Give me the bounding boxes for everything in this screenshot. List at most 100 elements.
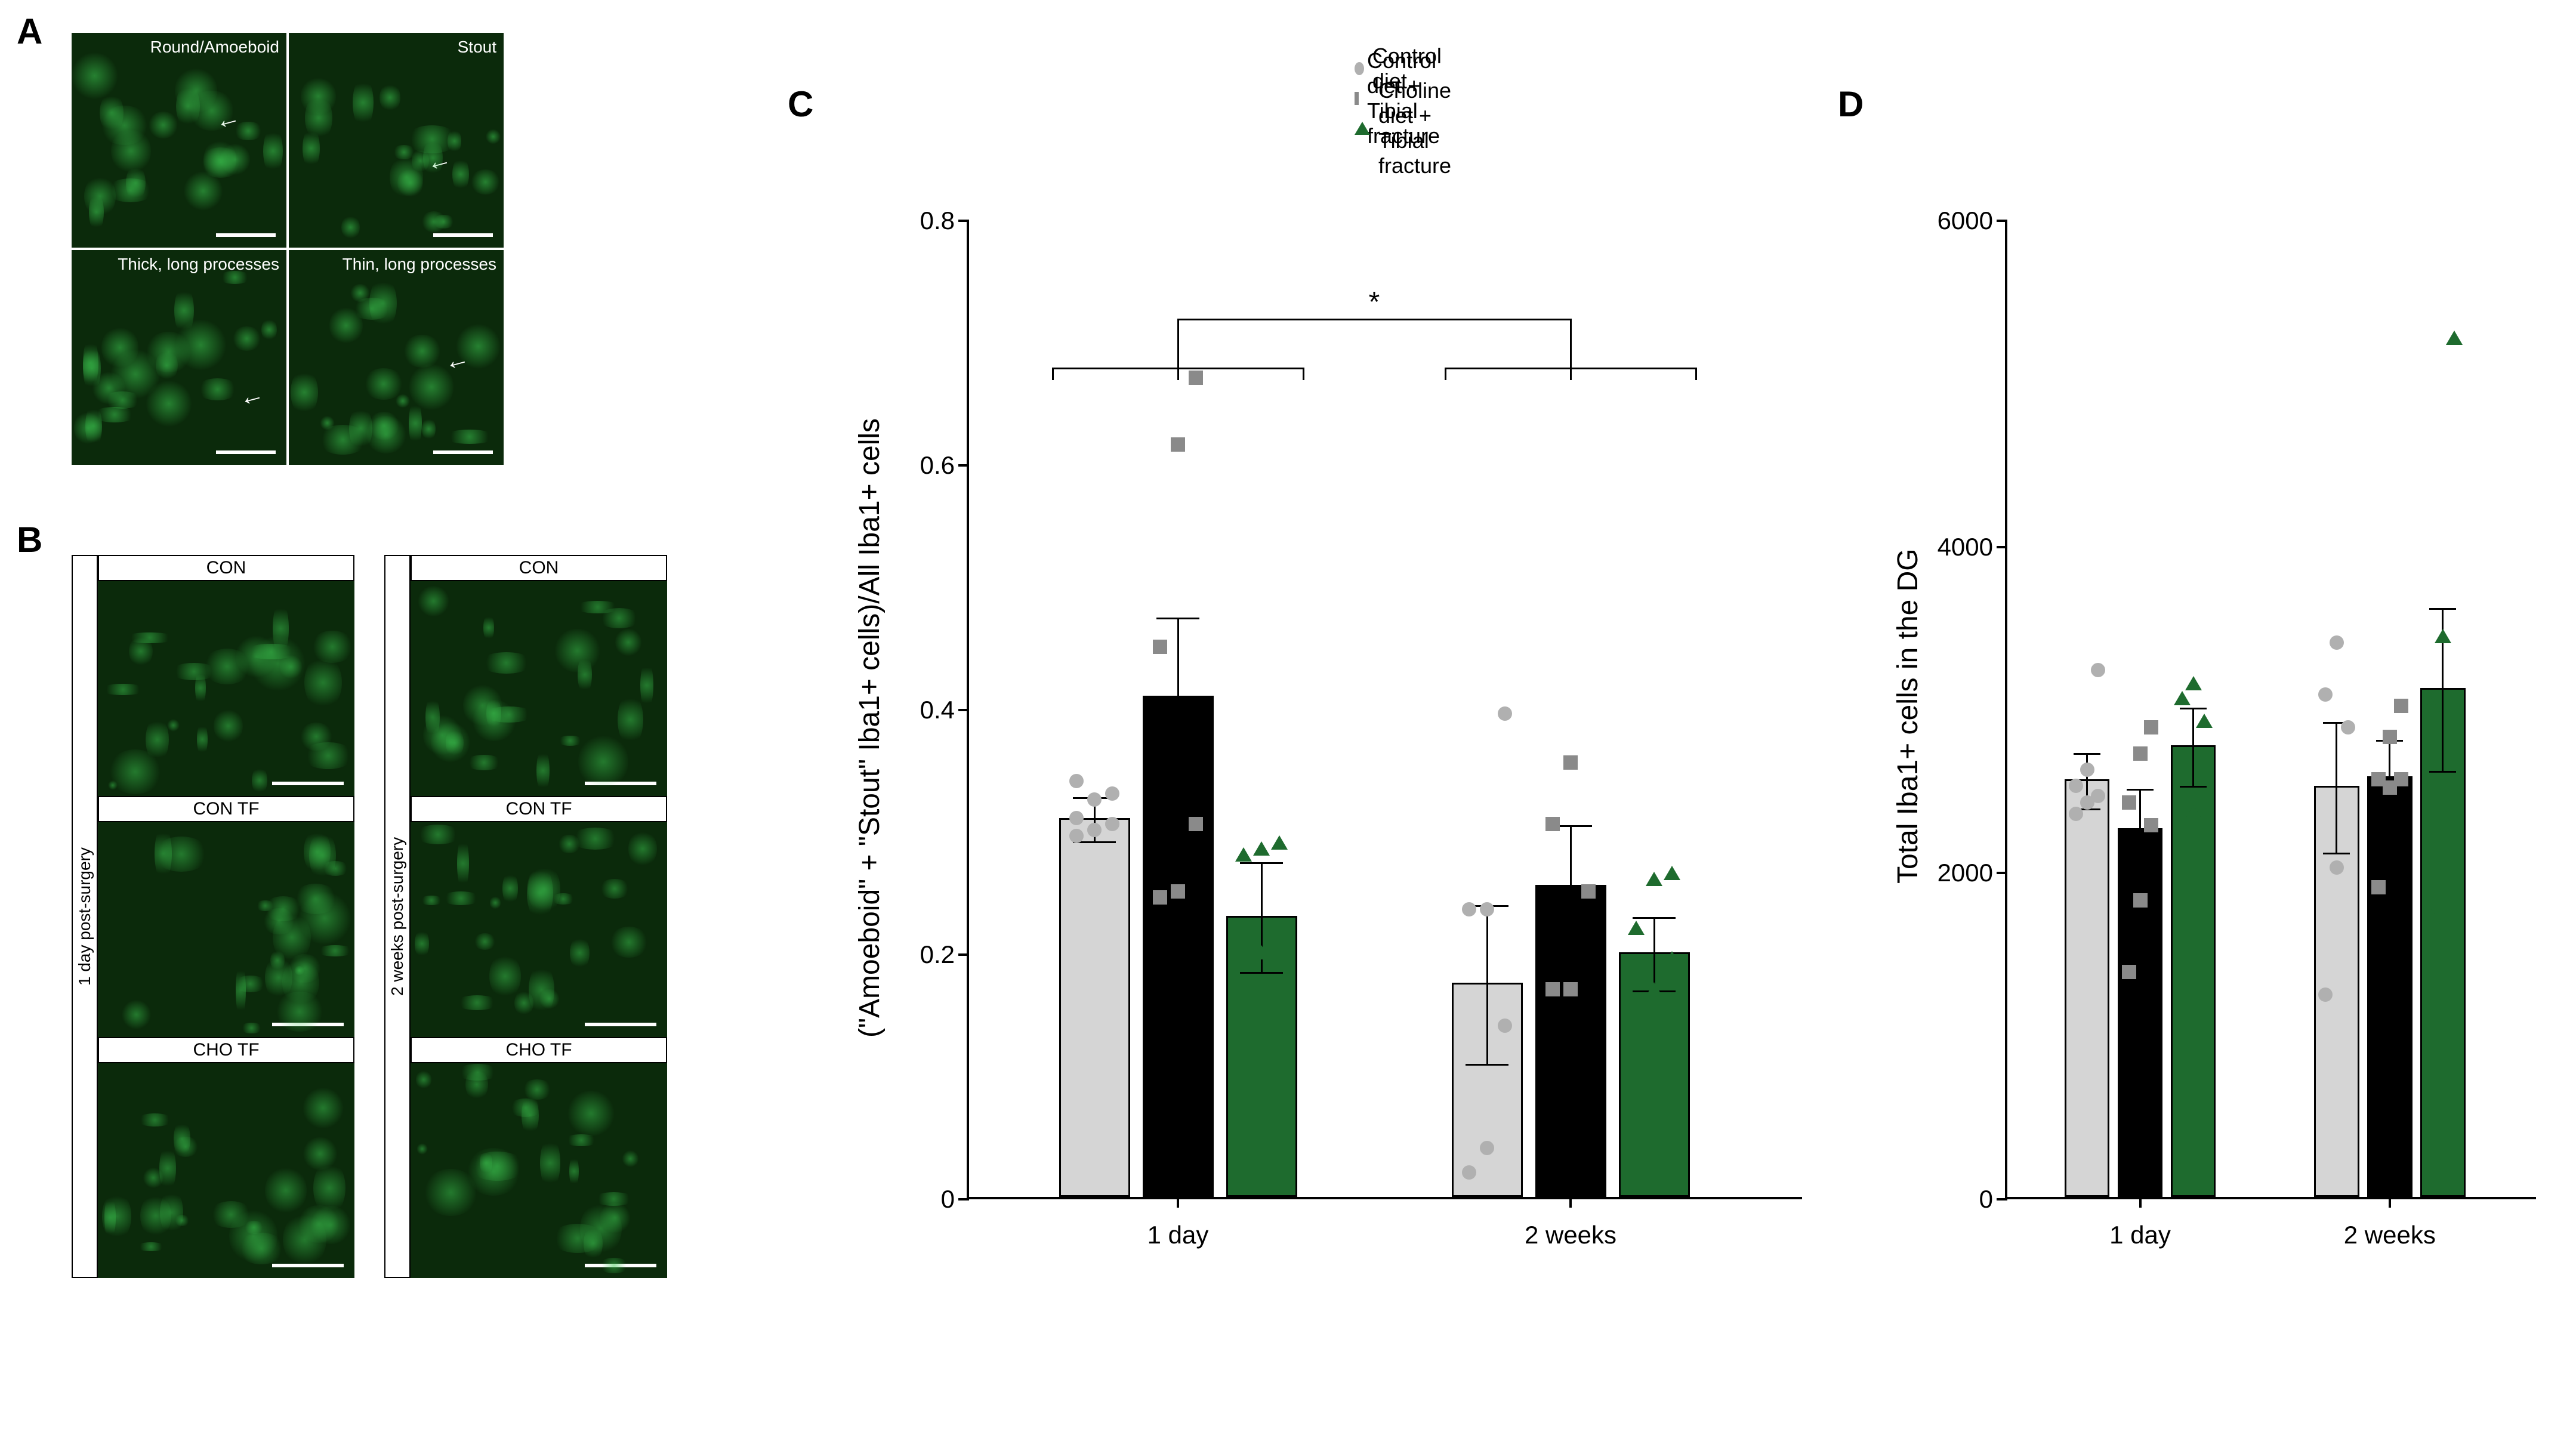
data-point	[2144, 818, 2158, 832]
data-point	[2122, 795, 2136, 810]
data-point	[2185, 805, 2202, 819]
data-point	[1069, 811, 1084, 825]
data-point	[2144, 720, 2158, 734]
data-point	[1498, 706, 1512, 721]
bar	[1059, 818, 1130, 1198]
panel-A-label: A	[17, 11, 42, 52]
data-point	[2174, 831, 2191, 845]
data-point	[1462, 1165, 1476, 1180]
microA-cell-0: Round/Amoeboid←	[72, 33, 286, 248]
microA-caption: Round/Amoeboid	[150, 38, 279, 57]
data-point	[1563, 755, 1578, 770]
data-point	[1545, 817, 1560, 831]
panel-B-micrographs: 1 day post-surgeryCONCON TFCHO TF2 weeks…	[72, 555, 667, 1278]
data-point	[1189, 817, 1203, 831]
y-tick-label: 0.6	[920, 451, 969, 480]
microA-cell-1: Stout←	[289, 33, 504, 248]
data-point	[1271, 835, 1288, 850]
data-point	[1646, 872, 1662, 886]
data-point	[1664, 951, 1680, 965]
y-axis-label: ("Amoeboid" + "Stout" Iba1+ cells)/All I…	[853, 221, 886, 1235]
data-point	[2423, 909, 2440, 924]
data-point	[2394, 699, 2408, 713]
data-point	[1646, 982, 1662, 996]
data-point	[1664, 866, 1680, 880]
data-point	[1563, 982, 1578, 996]
data-point	[2091, 789, 2105, 803]
scale-bar	[216, 233, 276, 237]
microA-caption: Thick, long processes	[118, 255, 279, 274]
microB-cell	[411, 1063, 667, 1278]
data-point	[1087, 792, 1102, 807]
panel-C-label: C	[788, 84, 813, 125]
bar	[2367, 776, 2413, 1197]
data-point	[2394, 772, 2408, 786]
scale-bar	[433, 450, 493, 454]
plot-area: 02000400060001 day2 weeks	[2005, 221, 2536, 1199]
data-point	[2318, 687, 2333, 702]
condition-label: CON TF	[98, 796, 354, 822]
data-point	[2341, 720, 2355, 734]
bar	[2118, 828, 2163, 1197]
condition-label: CON TF	[411, 796, 667, 822]
x-tick-label: 1 day	[2109, 1197, 2171, 1249]
data-point	[2446, 331, 2463, 345]
data-point	[2196, 714, 2213, 728]
y-tick-label: 0	[941, 1185, 969, 1214]
data-point	[1628, 921, 1645, 935]
data-point	[2185, 676, 2202, 690]
data-point	[2091, 663, 2105, 677]
significance-star: *	[1369, 286, 1380, 319]
data-point	[2423, 698, 2440, 712]
plot-area: 00.20.40.60.81 day2 weeks*	[967, 221, 1802, 1199]
data-point	[1271, 921, 1288, 935]
data-point	[2446, 727, 2463, 741]
data-point	[2080, 763, 2094, 777]
x-tick-label: 1 day	[1147, 1197, 1209, 1249]
data-point	[2122, 965, 2136, 979]
condition-label: CHO TF	[98, 1037, 354, 1063]
bar	[2065, 779, 2110, 1197]
data-point	[2435, 629, 2451, 643]
data-point	[2133, 746, 2148, 761]
data-point	[1581, 884, 1596, 899]
microA-cell-2: Thick, long processes ←	[72, 250, 286, 465]
data-point	[1105, 786, 1119, 801]
data-point	[1253, 841, 1270, 856]
microB-cell	[411, 822, 667, 1037]
x-tick-label: 2 weeks	[2344, 1197, 2436, 1249]
scale-bar	[585, 1023, 656, 1026]
scale-bar	[272, 782, 344, 785]
data-point	[2133, 893, 2148, 908]
panel-D-label: D	[1838, 84, 1864, 125]
data-point	[1462, 902, 1476, 916]
data-point	[1628, 1043, 1645, 1057]
data-point	[1171, 437, 1185, 452]
microB-cell	[411, 581, 667, 796]
panel-A-micrographs: Round/Amoeboid←Stout←Thick, long process…	[72, 33, 504, 465]
data-point	[1498, 1019, 1512, 1033]
timepoint-label: 2 weeks post-surgery	[384, 555, 411, 1278]
scale-bar	[216, 450, 276, 454]
data-point	[1480, 902, 1494, 916]
panel-B-label: B	[17, 519, 42, 560]
x-tick-label: 2 weeks	[1525, 1197, 1616, 1249]
scale-bar	[433, 233, 493, 237]
y-tick-label: 6000	[1938, 206, 2007, 235]
data-point	[2069, 779, 2083, 793]
data-point	[1087, 823, 1102, 837]
pointer-arrow: ←	[236, 378, 267, 412]
timepoint-label: 1 day post-surgery	[72, 555, 98, 1278]
condition-label: CON	[98, 555, 354, 581]
data-point	[2330, 860, 2344, 875]
data-point	[1105, 817, 1119, 831]
data-point	[1480, 1141, 1494, 1155]
condition-label: CON	[411, 555, 667, 581]
data-point	[1153, 890, 1167, 905]
y-tick-label: 0.4	[920, 696, 969, 724]
data-point	[2383, 730, 2397, 744]
y-axis-label: Total Iba1+ cells in the DG	[1892, 298, 1924, 1134]
data-point	[1235, 847, 1252, 862]
data-point	[2371, 880, 2386, 894]
data-point	[2330, 635, 2344, 650]
